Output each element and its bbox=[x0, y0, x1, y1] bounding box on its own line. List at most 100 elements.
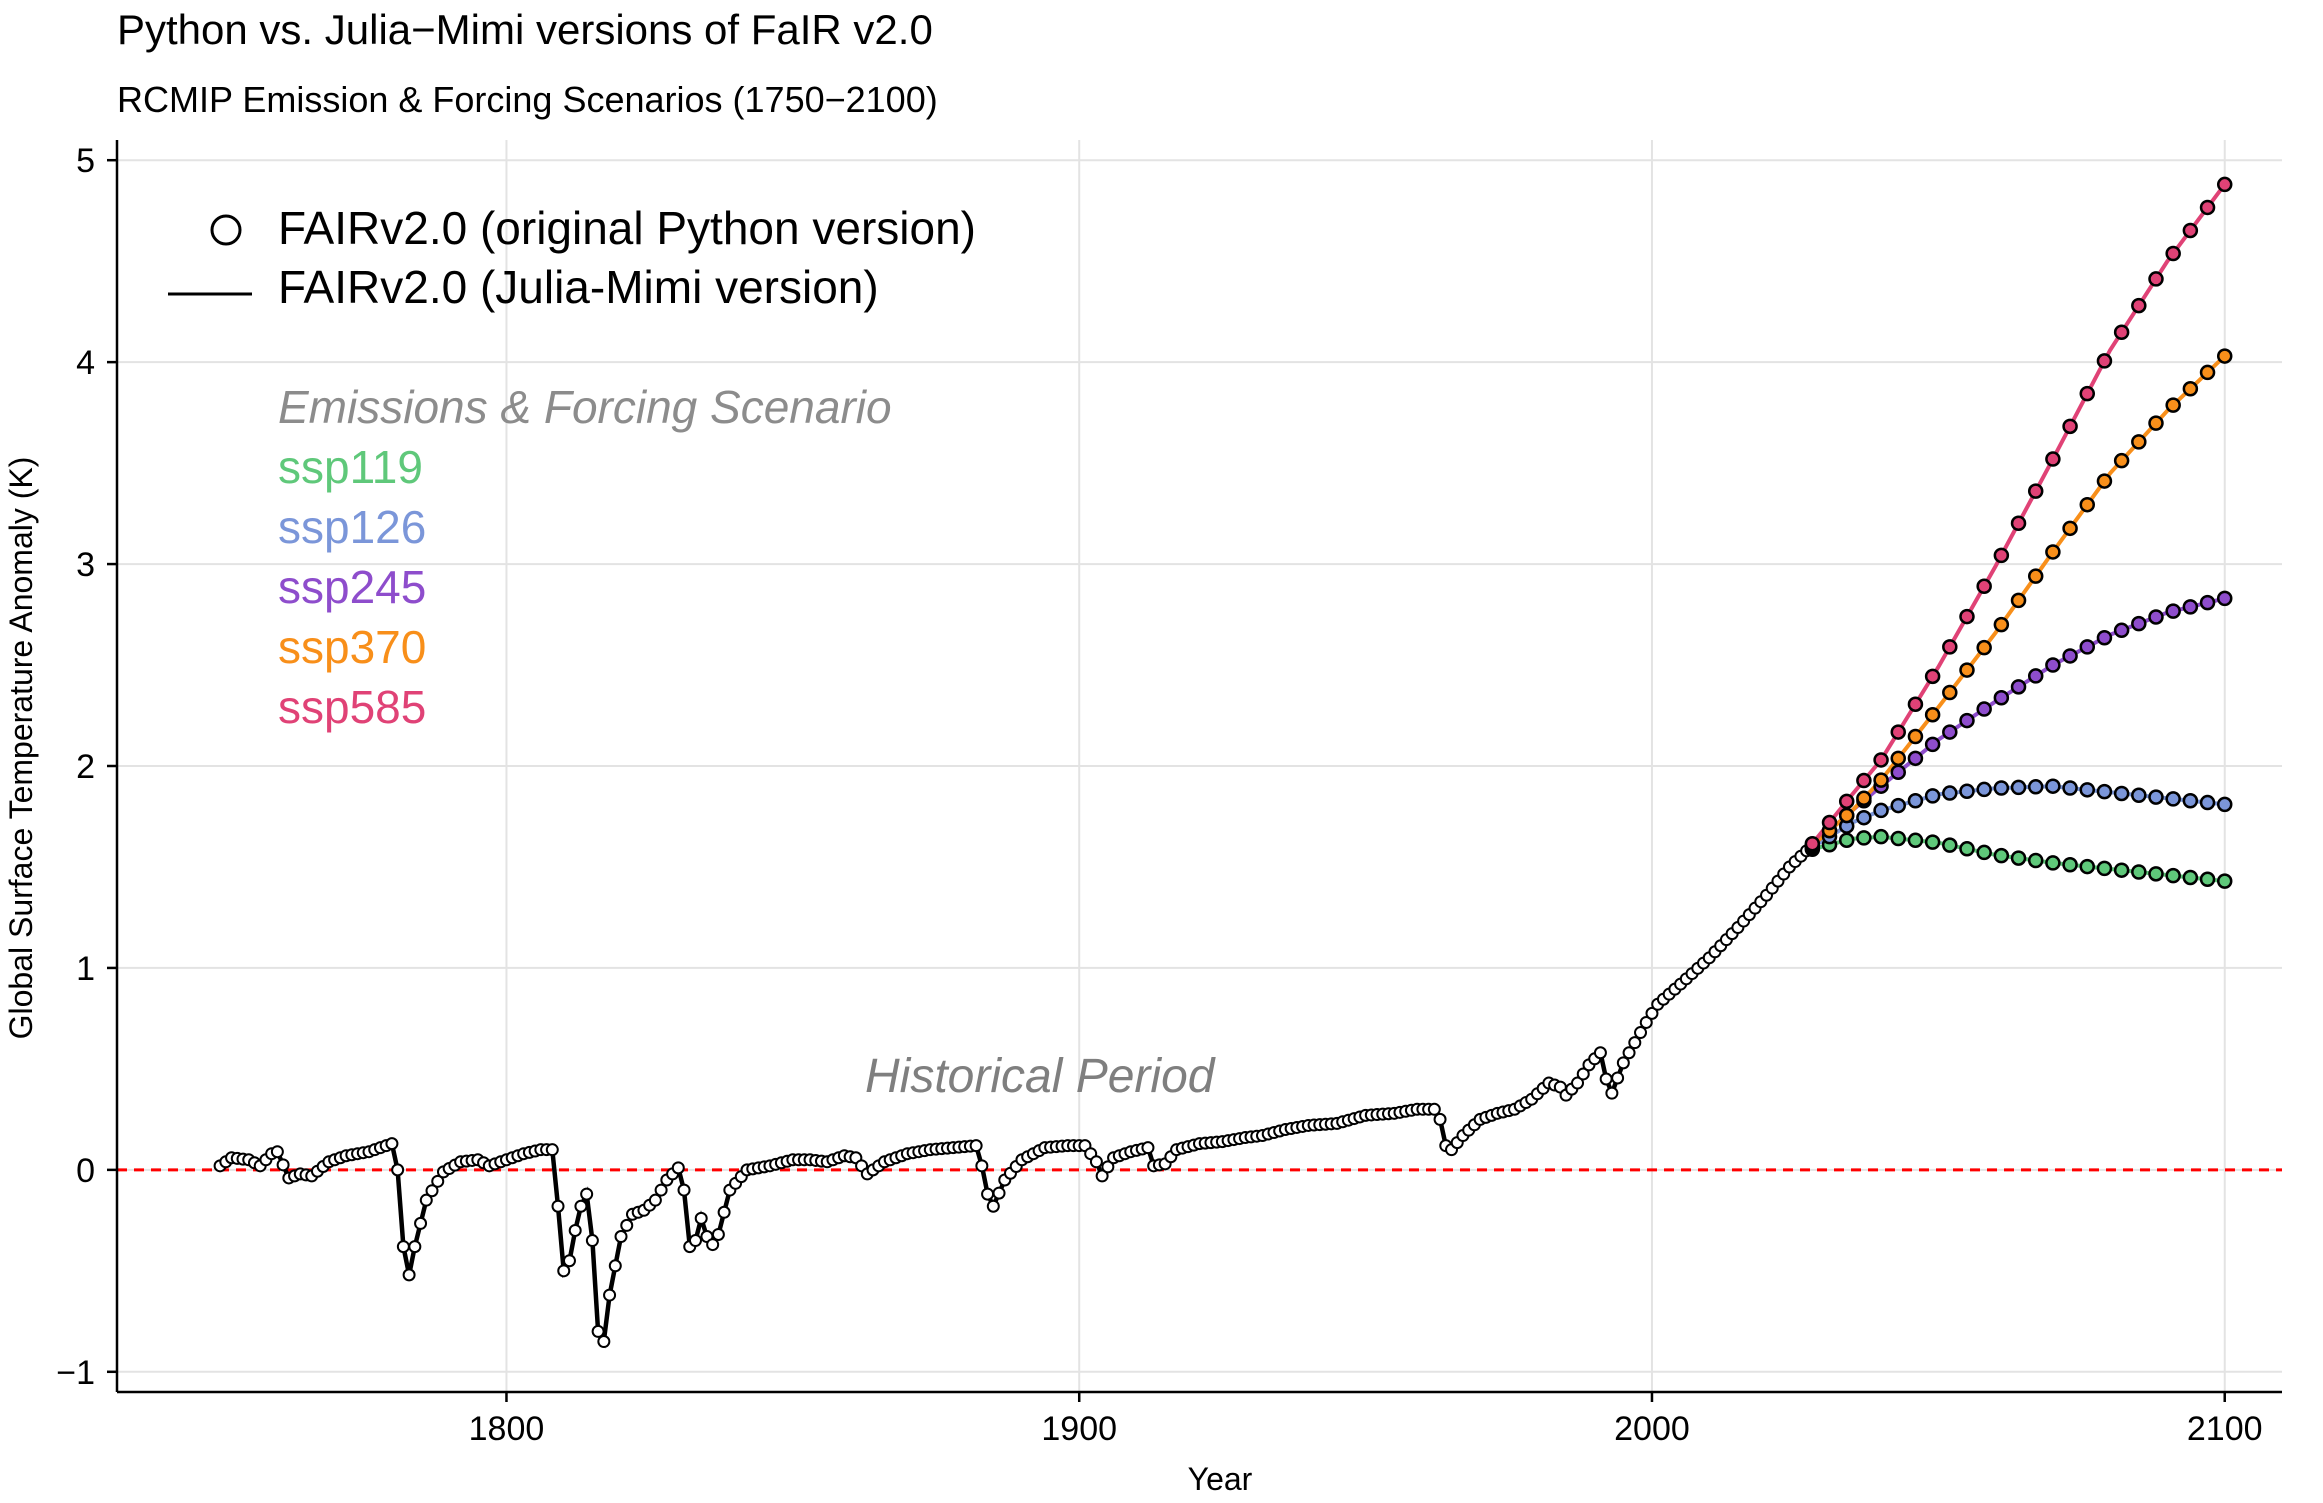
historical-point bbox=[620, 1218, 634, 1232]
historical-point bbox=[986, 1199, 1000, 1213]
point-ssp585 bbox=[2199, 199, 2216, 216]
point-ssp245 bbox=[1942, 724, 1958, 740]
legend-label-julia: FAIRv2.0 (Julia-Mimi version) bbox=[278, 261, 879, 313]
point-ssp370 bbox=[1924, 706, 1941, 723]
point-ssp370 bbox=[2165, 397, 2181, 413]
point-ssp370 bbox=[1976, 639, 1992, 656]
historical-point bbox=[419, 1193, 433, 1207]
gridlines bbox=[117, 140, 2282, 1392]
chart-subtitle: RCMIP Emission & Forcing Scenarios (1750… bbox=[117, 79, 938, 120]
point-ssp126 bbox=[2010, 779, 2027, 796]
historical-point bbox=[688, 1234, 702, 1248]
point-ssp585 bbox=[2148, 271, 2164, 287]
point-ssp370 bbox=[2045, 544, 2061, 560]
historical-point bbox=[568, 1223, 582, 1237]
point-ssp119 bbox=[1959, 841, 1975, 857]
scenario-legend-title: Emissions & Forcing Scenario bbox=[278, 381, 892, 433]
point-ssp585 bbox=[1821, 814, 1838, 831]
historical-point bbox=[1639, 1015, 1653, 1029]
point-ssp245 bbox=[2165, 603, 2181, 619]
scenario-label-ssp126: ssp126 bbox=[278, 501, 426, 553]
point-ssp370 bbox=[1907, 728, 1924, 745]
y-tick-label: 0 bbox=[76, 1152, 95, 1190]
historical-point bbox=[580, 1187, 594, 1201]
point-ssp585 bbox=[1890, 724, 1907, 740]
historical-point bbox=[585, 1234, 599, 1248]
point-ssp119 bbox=[1942, 837, 1958, 853]
historical-point bbox=[270, 1145, 284, 1159]
point-ssp245 bbox=[2010, 679, 2027, 695]
point-ssp126 bbox=[2027, 779, 2044, 795]
point-ssp370 bbox=[2079, 496, 2096, 513]
point-ssp370 bbox=[2131, 434, 2147, 450]
x-axis-title: Year bbox=[1188, 1461, 1253, 1497]
point-ssp370 bbox=[2027, 568, 2044, 584]
point-ssp126 bbox=[2131, 787, 2147, 804]
series-lines bbox=[218, 183, 2227, 1349]
point-ssp126 bbox=[2182, 792, 2199, 809]
point-ssp119 bbox=[1993, 847, 2010, 864]
point-ssp119 bbox=[2165, 867, 2181, 884]
point-ssp370 bbox=[1838, 807, 1855, 824]
point-ssp126 bbox=[2165, 791, 2181, 807]
point-ssp126 bbox=[1959, 783, 1975, 799]
point-ssp126 bbox=[2148, 789, 2164, 805]
point-ssp126 bbox=[1976, 781, 1992, 798]
point-ssp126 bbox=[2096, 783, 2113, 800]
point-ssp119 bbox=[2010, 850, 2027, 866]
historical-point bbox=[694, 1211, 708, 1225]
point-ssp370 bbox=[2113, 452, 2130, 469]
point-ssp585 bbox=[1873, 752, 1889, 768]
historical-point bbox=[1599, 1072, 1613, 1086]
point-ssp245 bbox=[2148, 609, 2164, 625]
scenario-legend: Emissions & Forcing Scenario ssp119 ssp1… bbox=[278, 381, 892, 733]
point-ssp126 bbox=[2216, 796, 2233, 813]
historical-point bbox=[1628, 1036, 1642, 1050]
historical-point bbox=[1427, 1102, 1441, 1116]
point-ssp370 bbox=[2010, 592, 2027, 609]
point-ssp585 bbox=[2079, 385, 2096, 402]
point-ssp370 bbox=[1993, 616, 2010, 633]
historical-point bbox=[1101, 1160, 1115, 1174]
point-ssp585 bbox=[2027, 483, 2044, 499]
point-ssp245 bbox=[2131, 615, 2147, 632]
point-ssp585 bbox=[2216, 176, 2233, 193]
historical-point bbox=[1616, 1056, 1630, 1070]
point-ssp126 bbox=[1993, 780, 2010, 796]
point-ssp370 bbox=[2096, 473, 2113, 489]
point-ssp126 bbox=[2199, 794, 2216, 811]
point-ssp585 bbox=[1907, 696, 1924, 712]
y-tick-label: 1 bbox=[76, 950, 95, 988]
historical-point bbox=[648, 1193, 662, 1207]
point-ssp245 bbox=[2199, 594, 2216, 611]
point-ssp126 bbox=[2079, 782, 2096, 798]
point-ssp585 bbox=[2062, 418, 2078, 435]
point-ssp245 bbox=[1924, 736, 1941, 753]
historical-point bbox=[557, 1264, 571, 1278]
point-ssp585 bbox=[1942, 639, 1958, 655]
point-ssp245 bbox=[2045, 657, 2061, 673]
historical-point bbox=[562, 1254, 576, 1268]
historical-point bbox=[975, 1159, 989, 1173]
historical-point bbox=[591, 1324, 605, 1338]
historical-point bbox=[1593, 1046, 1607, 1060]
point-ssp585 bbox=[1959, 608, 1975, 625]
point-ssp119 bbox=[2148, 866, 2164, 882]
point-ssp119 bbox=[2045, 855, 2061, 871]
point-ssp119 bbox=[2182, 869, 2199, 886]
point-ssp119 bbox=[2079, 858, 2096, 875]
historical-point bbox=[276, 1158, 290, 1172]
historical-point bbox=[1571, 1076, 1585, 1090]
historical-point bbox=[711, 1227, 725, 1241]
historical-point bbox=[391, 1163, 405, 1177]
point-ssp245 bbox=[1993, 689, 2010, 706]
scenario-label-ssp245: ssp245 bbox=[278, 561, 426, 613]
point-ssp370 bbox=[2216, 348, 2233, 364]
point-ssp585 bbox=[2113, 324, 2130, 340]
y-tick-label: −1 bbox=[56, 1354, 95, 1392]
point-ssp585 bbox=[1924, 668, 1941, 685]
historical-point bbox=[431, 1174, 445, 1188]
point-ssp585 bbox=[2131, 297, 2147, 314]
point-ssp585 bbox=[1993, 547, 2010, 564]
point-ssp585 bbox=[2045, 451, 2061, 467]
